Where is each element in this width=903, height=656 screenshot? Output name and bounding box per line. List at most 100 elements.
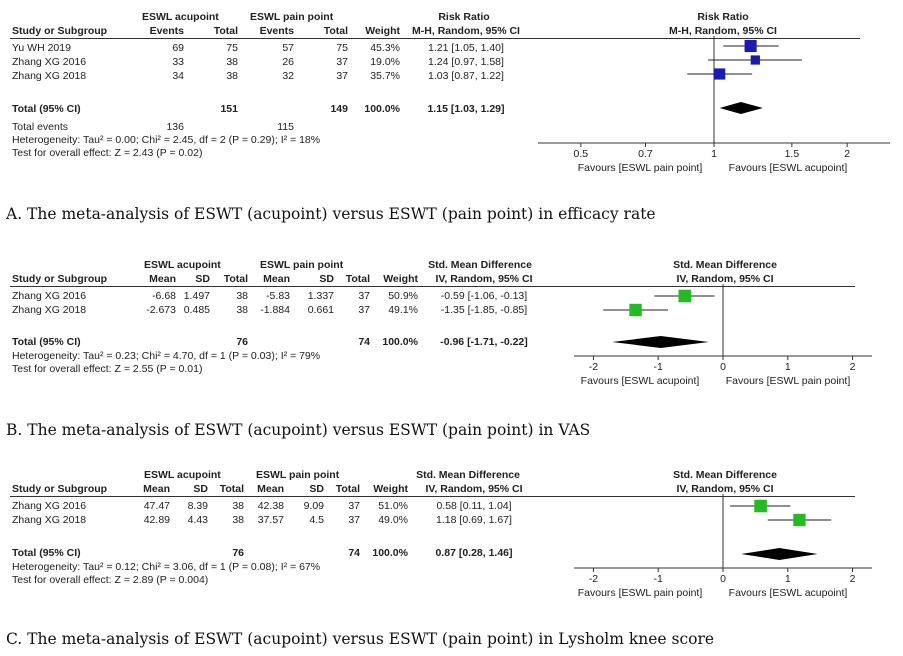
favours-right-label: Favours [ESWL acupoint] xyxy=(729,587,848,599)
x-tick-label: 1.5 xyxy=(785,148,800,160)
x-tick-label: -2 xyxy=(589,573,598,585)
events-2: 57 xyxy=(282,42,294,54)
forest-plot-b: -2 -1 0 1 2 Favours [ESWL acupoint] Favours [E… xyxy=(574,284,872,387)
col-total-2: Total xyxy=(335,483,360,495)
ci-text: 1.03 [0.87, 1.22] xyxy=(428,70,504,82)
study-name: Yu WH 2019 xyxy=(12,42,71,54)
events-2: 32 xyxy=(282,70,294,82)
col-weight: Weight xyxy=(383,273,418,285)
x-tick-label: 2 xyxy=(850,573,856,585)
x-tick-label: 1 xyxy=(785,573,791,585)
col-study: Study or Subgroup xyxy=(12,483,108,495)
overall-effect: Test for overall effect: Z = 2.89 (P = 0… xyxy=(12,574,209,586)
total-1: 75 xyxy=(226,42,238,54)
x-tick-label: 0.5 xyxy=(574,148,589,160)
study-name: Zhang XG 2018 xyxy=(12,514,87,526)
study-marker xyxy=(750,55,760,65)
sd-1: 1.497 xyxy=(183,290,210,302)
events-1: 69 xyxy=(172,42,184,54)
total-n2: 74 xyxy=(358,336,370,348)
weight: 51.0% xyxy=(378,500,408,512)
col-method: IV, Random, 95% CI xyxy=(425,483,523,495)
weight: 45.3% xyxy=(370,42,400,54)
x-tick-label: 0 xyxy=(720,361,726,373)
total-1: 38 xyxy=(226,70,238,82)
total-events-1: 136 xyxy=(166,121,184,133)
sd-1: 4.43 xyxy=(187,514,208,526)
study-name: Zhang XG 2016 xyxy=(12,290,87,302)
measure-header-table: Std. Mean Difference xyxy=(416,469,520,481)
caption-c: C. The meta-analysis of ESWT (acupoint) … xyxy=(6,630,715,648)
x-tick-label: -1 xyxy=(654,361,663,373)
total-2: 37 xyxy=(358,290,370,302)
total-2: 37 xyxy=(336,56,348,68)
mean-2: 37.57 xyxy=(257,514,284,526)
sd-2: 4.5 xyxy=(309,514,324,526)
group2-header: ESWL pain point xyxy=(260,259,344,271)
study-name: Zhang XG 2018 xyxy=(12,70,87,82)
total-2: 37 xyxy=(336,70,348,82)
pooled-diamond xyxy=(719,102,763,114)
total-n2: 74 xyxy=(348,547,360,559)
group1-header: ESWL acupoint xyxy=(144,469,221,481)
col-total-1: Total xyxy=(213,25,238,37)
measure-header-plot: Std. Mean Difference xyxy=(673,259,777,271)
overall-effect: Test for overall effect: Z = 2.43 (P = 0… xyxy=(12,147,203,159)
total-label: Total (95% CI) xyxy=(12,547,81,559)
plot-method: IV, Random, 95% CI xyxy=(676,273,774,285)
heterogeneity: Heterogeneity: Tau² = 0.12; Chi² = 3.06,… xyxy=(12,561,321,573)
col-events-1: Events xyxy=(149,25,184,37)
x-tick-label: -1 xyxy=(654,573,663,585)
total-2: 37 xyxy=(348,514,360,526)
mean-2: 42.38 xyxy=(257,500,284,512)
x-tick-label: 2 xyxy=(850,361,856,373)
measure-header-plot: Std. Mean Difference xyxy=(673,469,777,481)
ci-text: -0.59 [-1.06, -0.13] xyxy=(440,290,528,302)
col-mean-1: Mean xyxy=(143,483,170,495)
measure-header-plot: Risk Ratio xyxy=(697,11,749,23)
favours-right-label: Favours [ESWL acupoint] xyxy=(729,162,848,174)
weight: 49.0% xyxy=(378,514,408,526)
total-label: Total (95% CI) xyxy=(12,336,81,348)
caption-a: A. The meta-analysis of ESWT (acupoint) … xyxy=(6,205,656,223)
header-rule xyxy=(10,38,860,39)
favours-left-label: Favours [ESWL acupoint] xyxy=(581,375,700,387)
col-weight: Weight xyxy=(373,483,408,495)
heterogeneity: Heterogeneity: Tau² = 0.23; Chi² = 4.70,… xyxy=(12,350,321,362)
total-1: 38 xyxy=(232,500,244,512)
total-events-label: Total events xyxy=(12,121,69,133)
group2-header: ESWL pain point xyxy=(250,11,334,23)
mean-2: -5.83 xyxy=(266,290,290,302)
col-total-1: Total xyxy=(219,483,244,495)
total-1: 38 xyxy=(236,290,248,302)
total-1: 38 xyxy=(236,304,248,316)
total-label: Total (95% CI) xyxy=(12,103,81,115)
x-tick-label: 2 xyxy=(844,148,850,160)
weight: 19.0% xyxy=(370,56,400,68)
study-marker xyxy=(678,289,692,303)
total-events-2: 115 xyxy=(277,121,294,133)
heterogeneity: Heterogeneity: Tau² = 0.00; Chi² = 2.45,… xyxy=(12,134,321,146)
favours-left-label: Favours [ESWL pain point] xyxy=(578,162,703,174)
forest-plot-c: -2 -1 0 1 2 Favours [ESWL pain point] Favours … xyxy=(574,494,872,599)
weight: 50.9% xyxy=(388,290,418,302)
total-weight: 100.0% xyxy=(364,103,400,115)
group1-header: ESWL acupoint xyxy=(142,11,219,23)
ci-text: 1.18 [0.69, 1.67] xyxy=(436,514,512,526)
mean-1: -6.68 xyxy=(152,290,176,302)
weight: 35.7% xyxy=(370,70,400,82)
favours-left-label: Favours [ESWL pain point] xyxy=(578,587,703,599)
mean-1: 42.89 xyxy=(143,514,170,526)
group2-header: ESWL pain point xyxy=(256,469,340,481)
total-n1: 76 xyxy=(232,547,244,559)
header-rule xyxy=(10,496,855,497)
col-sd-2: SD xyxy=(319,273,334,285)
total-n2: 149 xyxy=(330,103,348,115)
ci-text: 1.21 [1.05, 1.40] xyxy=(428,42,504,54)
x-tick-label: 1 xyxy=(785,361,791,373)
header-rule xyxy=(10,286,855,287)
total-ci-text: 1.15 [1.03, 1.29] xyxy=(427,103,505,115)
col-total-2: Total xyxy=(323,25,348,37)
col-sd-2: SD xyxy=(309,483,324,495)
x-tick-label: 0.7 xyxy=(638,148,653,160)
